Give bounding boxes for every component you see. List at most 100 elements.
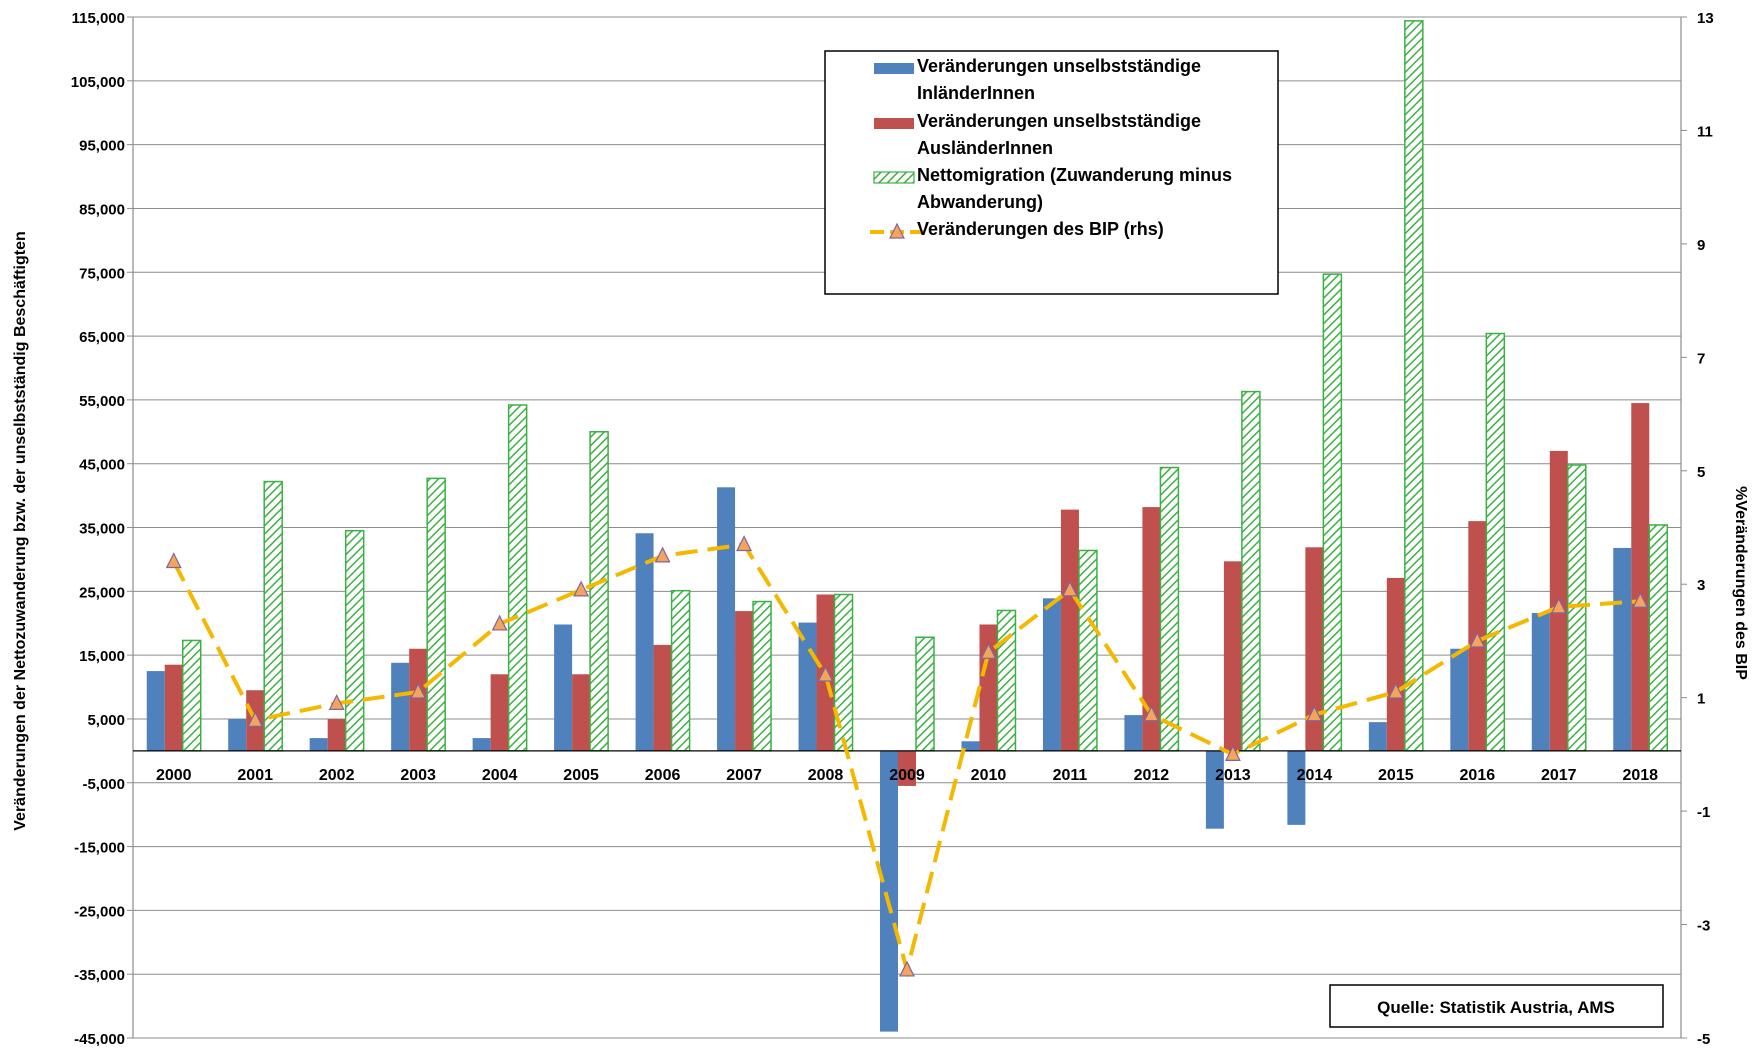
y-tick-label: -45,000 xyxy=(74,1031,125,1046)
legend-swatch-2 xyxy=(873,171,915,184)
bar-inlaender-2007 xyxy=(717,487,736,751)
y-tick-label: -35,000 xyxy=(74,967,125,984)
bar-auslaender-2000 xyxy=(164,664,183,751)
bar-auslaender-2007 xyxy=(735,611,754,751)
bar-auslaender-2005 xyxy=(572,674,591,751)
y-tick-label: -25,000 xyxy=(74,903,125,920)
bar-inlaender-2005 xyxy=(554,624,573,751)
bip-marker-2008 xyxy=(817,665,834,682)
bar-inlaender-2017 xyxy=(1531,613,1550,751)
bar-auslaender-2004 xyxy=(490,674,509,751)
y-tick-label: 75,000 xyxy=(79,265,125,282)
bar-auslaender-2002 xyxy=(327,718,346,751)
bar-nettomigration-2012 xyxy=(1159,466,1180,752)
bar-nettomigration-2002 xyxy=(344,529,365,752)
y-tick-label: 45,000 xyxy=(79,457,125,474)
bar-auslaender-2006 xyxy=(653,644,672,751)
bip-marker-2007 xyxy=(736,535,753,552)
legend-swatch-0 xyxy=(874,63,914,74)
y-tick-label: 105,000 xyxy=(71,74,125,91)
bip-marker-2000 xyxy=(165,552,182,569)
x-tick-label-2005: 2005 xyxy=(563,767,599,784)
bar-nettomigration-2010 xyxy=(996,609,1017,752)
y-tick-label: 25,000 xyxy=(79,584,125,601)
y2-axis-title: %Veränderungen des BIP xyxy=(1732,486,1749,680)
y-tick-label: 35,000 xyxy=(79,521,125,538)
bar-auslaender-2018 xyxy=(1631,403,1650,751)
bip-marker-2003 xyxy=(410,682,427,699)
x-tick-label-2016: 2016 xyxy=(1460,767,1496,784)
legend-swatch-1 xyxy=(874,118,914,129)
y2-tick-label: 11 xyxy=(1697,123,1713,140)
x-tick-label-2012: 2012 xyxy=(1134,767,1170,784)
bip-marker-2002 xyxy=(328,693,345,710)
x-tick-label-2011: 2011 xyxy=(1053,767,1088,784)
bar-nettomigration-2004 xyxy=(507,404,528,752)
bar-inlaender-2016 xyxy=(1450,648,1469,751)
bar-nettomigration-2013 xyxy=(1241,390,1261,752)
x-tick-label-2010: 2010 xyxy=(971,767,1007,784)
bar-auslaender-2011 xyxy=(1060,509,1079,751)
x-tick-label-2000: 2000 xyxy=(156,767,192,784)
bar-nettomigration-2005 xyxy=(589,431,609,752)
bar-nettomigration-2006 xyxy=(670,589,691,752)
y2-tick-label: -5 xyxy=(1697,1031,1710,1046)
bar-auslaender-2012 xyxy=(1142,507,1161,751)
bar-nettomigration-2014 xyxy=(1322,273,1343,752)
bip-marker-2006 xyxy=(654,546,671,563)
bar-inlaender-2018 xyxy=(1613,547,1632,751)
legend-label: Nettomigration (Zuwanderung minus xyxy=(917,165,1232,185)
y-tick-label: -5,000 xyxy=(82,776,125,793)
bar-nettomigration-2003 xyxy=(426,477,446,752)
bar-nettomigration-2015 xyxy=(1404,20,1424,752)
bar-inlaender-2015 xyxy=(1368,722,1387,751)
bip-marker-2004 xyxy=(491,614,508,631)
bip-marker-2018 xyxy=(1632,591,1649,608)
bar-inlaender-2014 xyxy=(1287,750,1306,825)
x-tick-label-2002: 2002 xyxy=(319,767,355,784)
legend-label: Veränderungen des BIP (rhs) xyxy=(917,219,1164,239)
legend-label: AusländerInnen xyxy=(917,138,1053,158)
bip-marker-2016 xyxy=(1469,631,1486,648)
bar-nettomigration-2007 xyxy=(752,600,772,752)
y2-tick-label: -1 xyxy=(1697,804,1710,821)
bar-auslaender-2009 xyxy=(898,750,916,786)
x-tick-label-2015: 2015 xyxy=(1378,767,1414,784)
y-tick-label: 115,000 xyxy=(72,10,125,27)
bar-inlaender-2008 xyxy=(798,622,817,751)
bip-marker-2010 xyxy=(980,642,997,659)
bar-inlaender-2000 xyxy=(146,671,165,751)
bip-marker-2005 xyxy=(573,580,590,597)
legend-label: Abwanderung) xyxy=(917,192,1043,212)
bar-inlaender-2002 xyxy=(309,738,328,751)
source-note: Quelle: Statistik Austria, AMS xyxy=(1377,998,1615,1017)
legend-label: Veränderungen unselbstständige xyxy=(917,111,1201,131)
y-tick-label: 95,000 xyxy=(79,138,125,155)
legend-label: Veränderungen unselbstständige xyxy=(917,56,1201,76)
bar-nettomigration-2009 xyxy=(915,636,935,752)
bar-nettomigration-2011 xyxy=(1078,549,1098,752)
x-tick-label-2009: 2009 xyxy=(889,767,925,784)
bar-inlaender-2004 xyxy=(472,738,491,751)
y2-tick-label: 5 xyxy=(1697,464,1705,481)
bar-inlaender-2006 xyxy=(635,533,654,751)
y2-tick-label: -3 xyxy=(1697,918,1710,935)
bip-marker-2017 xyxy=(1550,597,1567,614)
y2-tick-label: 9 xyxy=(1697,237,1705,254)
y-tick-label: 15,000 xyxy=(79,648,125,665)
bar-nettomigration-2018 xyxy=(1648,524,1669,752)
bip-marker-2001 xyxy=(247,711,264,727)
y-tick-label: 55,000 xyxy=(79,393,125,410)
x-tick-label-2001: 2001 xyxy=(237,767,273,784)
source-note-box: Quelle: Statistik Austria, AMS xyxy=(1329,984,1664,1028)
bip-marker-2009 xyxy=(899,960,915,977)
y-tick-label: 5,000 xyxy=(87,712,125,729)
legend-label: InländerInnen xyxy=(917,83,1035,103)
x-tick-label-2003: 2003 xyxy=(400,767,436,784)
bar-inlaender-2001 xyxy=(228,718,247,751)
bip-marker-2013 xyxy=(1224,745,1241,761)
bip-marker-2011 xyxy=(1061,580,1078,597)
bar-inlaender-2011 xyxy=(1042,598,1061,751)
x-tick-label-2014: 2014 xyxy=(1297,767,1333,784)
